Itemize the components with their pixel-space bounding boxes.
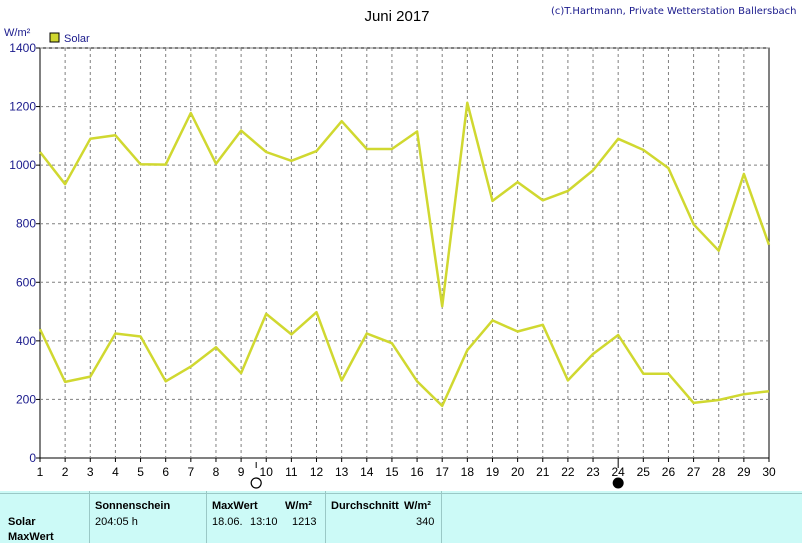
y-tick-label: 800 <box>16 217 36 231</box>
x-tick-label: 6 <box>162 465 169 479</box>
x-tick-label: 15 <box>385 465 399 479</box>
y-tick-label: 200 <box>16 392 36 406</box>
x-tick-label: 11 <box>285 465 298 479</box>
series-line-average <box>38 310 770 408</box>
y-tick-label: 400 <box>16 334 36 348</box>
x-tick-label: 19 <box>486 465 500 479</box>
stats-divider <box>0 493 802 494</box>
x-tick-label: 7 <box>187 465 194 479</box>
x-tick-label: 22 <box>561 465 575 479</box>
x-tick-label: 3 <box>87 465 94 479</box>
y-tick-label: 0 <box>29 451 36 465</box>
x-tick-label: 20 <box>511 465 525 479</box>
x-tick-label: 25 <box>637 465 651 479</box>
x-tick-label: 9 <box>238 465 245 479</box>
max-time: 13:10 <box>250 516 278 528</box>
chart: Juni 2017 (c)T.Hartmann, Private Wetters… <box>4 6 797 489</box>
max-value: 1213 <box>292 516 317 528</box>
x-tick-label: 16 <box>410 465 424 479</box>
average-column-header: Durchschnitt <box>331 500 399 512</box>
x-tick-label: 17 <box>436 465 450 479</box>
average-value: 340 <box>416 516 435 528</box>
row-label-maxwert: MaxWert <box>8 531 54 543</box>
chart-title: Juni 2017 <box>364 8 429 25</box>
max-unit-header: W/m² <box>285 500 312 512</box>
y-tick-label: 1400 <box>9 41 36 55</box>
y-tick-label: 600 <box>16 275 36 289</box>
full-moon-icon <box>250 477 262 489</box>
x-tick-label: 23 <box>586 465 600 479</box>
statistics-panel: Sonnenschein MaxWert W/m² Durchschnitt W… <box>0 491 802 543</box>
stats-divider <box>206 491 207 543</box>
legend-label: Solar <box>64 33 90 45</box>
stats-divider <box>89 491 90 543</box>
x-tick-label: 24 <box>611 465 625 479</box>
x-tick-label: 29 <box>737 465 751 479</box>
legend-swatch <box>49 32 60 43</box>
x-tick-label: 12 <box>310 465 324 479</box>
x-tick-label: 27 <box>687 465 701 479</box>
x-tick-label: 30 <box>762 465 776 479</box>
stats-divider <box>441 491 442 543</box>
sunshine-value: 204:05 h <box>95 516 138 528</box>
stats-divider <box>325 491 326 543</box>
x-tick-label: 4 <box>112 465 119 479</box>
series-line-max <box>39 101 771 308</box>
row-label-solar: Solar <box>8 516 36 528</box>
chart-credit: (c)T.Hartmann, Private Wetterstation Bal… <box>551 6 797 17</box>
max-date: 18.06. <box>212 516 243 528</box>
x-tick-label: 26 <box>662 465 676 479</box>
x-tick-label: 18 <box>461 465 475 479</box>
average-unit-header: W/m² <box>404 500 431 512</box>
y-tick-label: 1000 <box>9 158 36 172</box>
sunshine-column-header: Sonnenschein <box>95 500 171 512</box>
y-tick-label: 1200 <box>9 100 36 114</box>
x-tick-label: 5 <box>137 465 144 479</box>
new-moon-icon <box>612 477 624 489</box>
x-tick-label: 13 <box>335 465 349 479</box>
plot-area <box>39 47 770 459</box>
x-tick-label: 1 <box>37 465 44 479</box>
x-tick-label: 2 <box>62 465 69 479</box>
max-column-header: MaxWert <box>212 500 258 512</box>
x-tick-label: 14 <box>360 465 374 479</box>
x-tick-label: 28 <box>712 465 726 479</box>
x-tick-label: 10 <box>260 465 274 479</box>
x-tick-label: 21 <box>536 465 550 479</box>
y-axis-unit: W/m² <box>4 27 31 39</box>
x-tick-label: 8 <box>213 465 220 479</box>
